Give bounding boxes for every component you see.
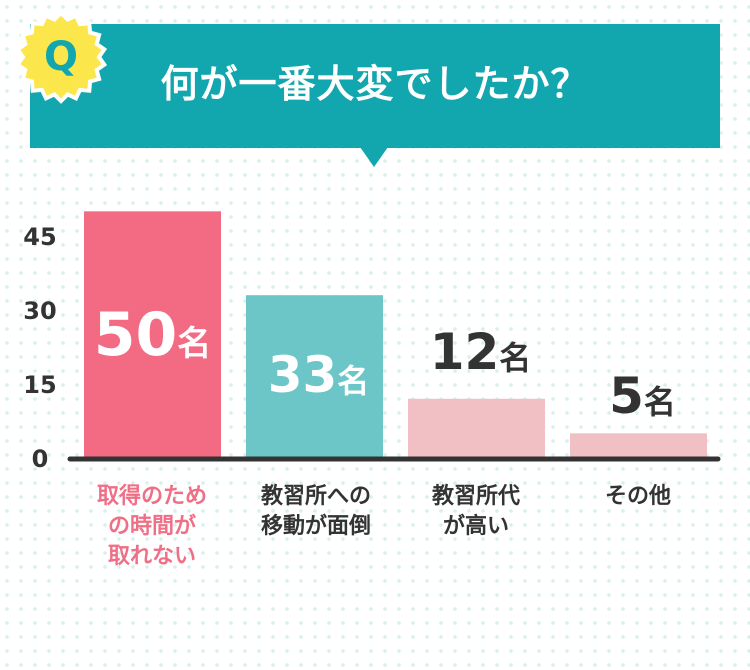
y-tick-label: 15	[23, 371, 56, 399]
y-tick-label: 0	[32, 445, 49, 473]
value-label: 50名	[94, 300, 212, 370]
category-label: 教習所代 が高い	[431, 484, 520, 539]
bar	[570, 433, 707, 458]
value-label: 12名	[430, 323, 532, 381]
category-label: 教習所への 移動が面倒	[260, 484, 371, 539]
bar	[408, 398, 545, 458]
y-tick-label: 45	[23, 223, 56, 251]
question-banner: 何が一番大変でしたか？	[30, 24, 720, 148]
q-badge-icon	[14, 10, 108, 104]
q-badge-letter: Q	[43, 34, 78, 80]
y-tick-label: 30	[23, 297, 56, 325]
question-title: 何が一番大変でしたか？	[160, 62, 590, 106]
category-label: その他	[604, 484, 671, 509]
bar	[84, 211, 221, 458]
value-label: 33名	[268, 346, 370, 404]
bar	[246, 295, 383, 458]
value-label: 5名	[609, 367, 676, 425]
category-label: 取得のため の時間が 取れない	[96, 484, 207, 569]
banner-pointer	[360, 147, 388, 167]
